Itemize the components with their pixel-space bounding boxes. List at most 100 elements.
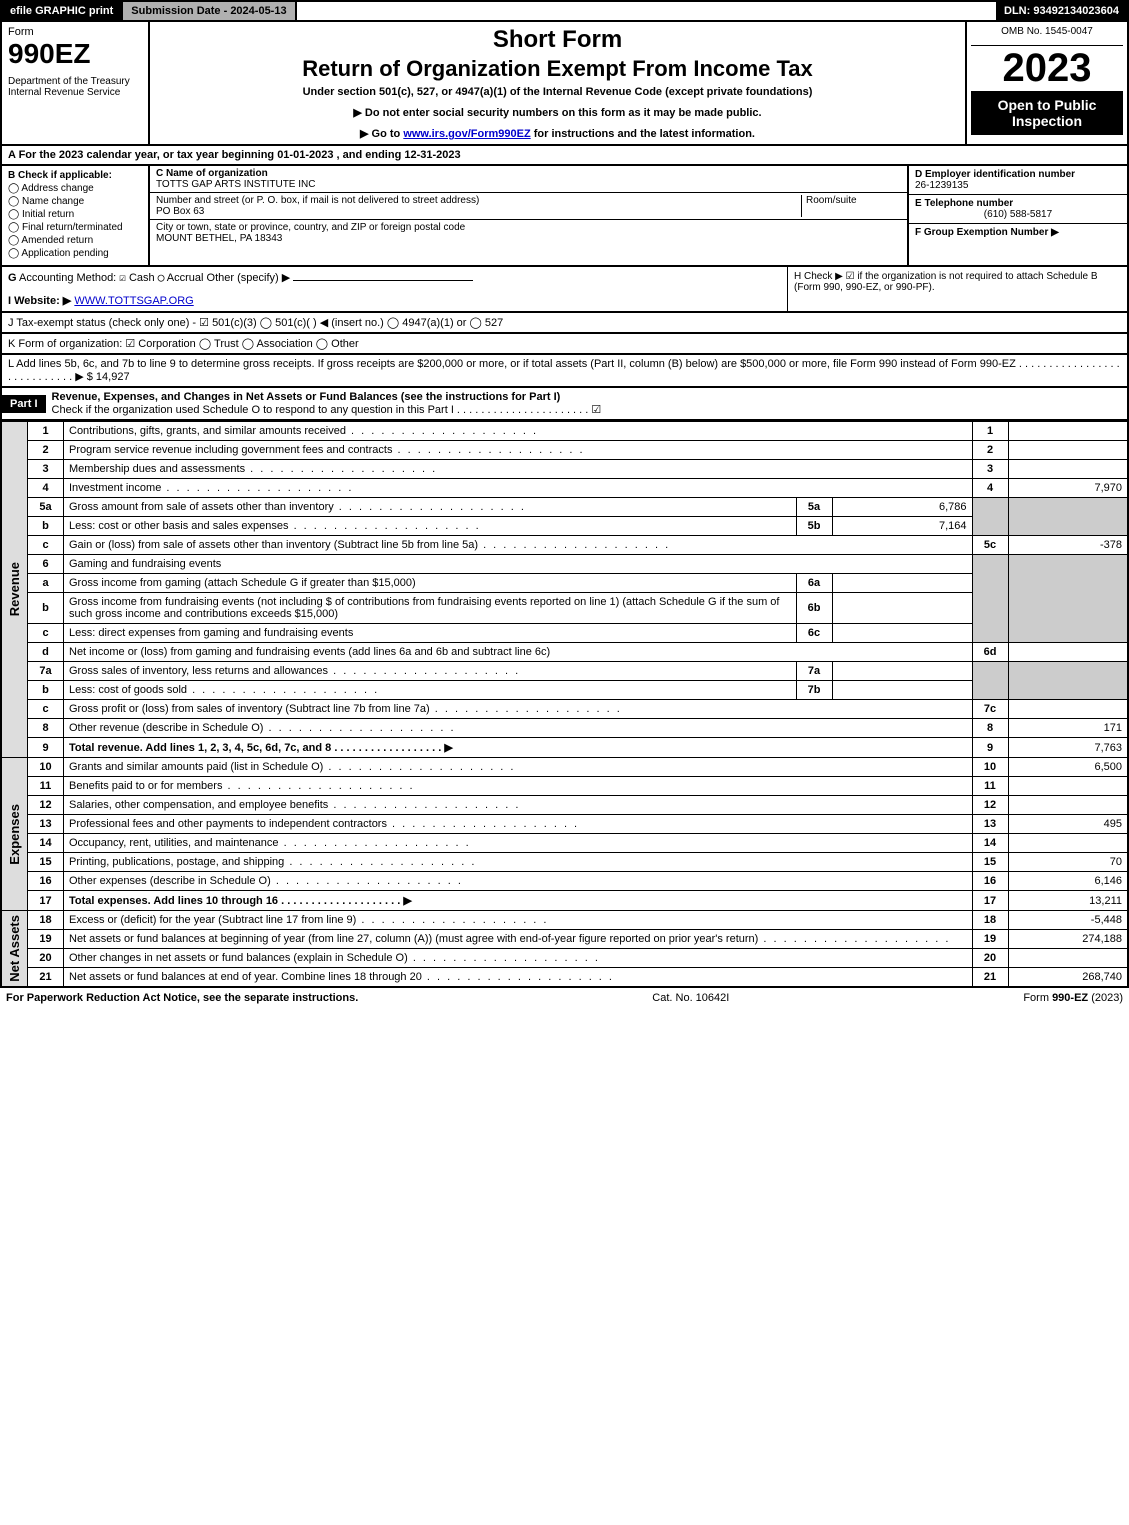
ln14-n: 14 bbox=[28, 834, 64, 853]
submission-date: Submission Date - 2024-05-13 bbox=[123, 2, 296, 20]
ln5b-n: b bbox=[28, 517, 64, 536]
top-bar: efile GRAPHIC print Submission Date - 20… bbox=[0, 0, 1129, 22]
row-j-tax-exempt: J Tax-exempt status (check only one) - ☑… bbox=[0, 313, 1129, 334]
ln9-num: 9 bbox=[972, 738, 1008, 758]
ln11-v bbox=[1008, 777, 1128, 796]
accounting-method: G Accounting Method: ☑ Cash ◯ Accrual Ot… bbox=[2, 267, 787, 311]
efile-label: efile GRAPHIC print bbox=[2, 2, 123, 20]
section-b-to-f: B Check if applicable: ◯ Address change … bbox=[0, 166, 1129, 267]
ln7a-sv bbox=[832, 662, 972, 681]
dln: DLN: 93492134023604 bbox=[996, 2, 1127, 20]
ln6c-d: Less: direct expenses from gaming and fu… bbox=[64, 624, 797, 643]
ln11-d: Benefits paid to or for members bbox=[64, 777, 973, 796]
ln7-valshade bbox=[1008, 662, 1128, 700]
ln16-v: 6,146 bbox=[1008, 872, 1128, 891]
ln14-v bbox=[1008, 834, 1128, 853]
ln5a-sub: 5a bbox=[796, 498, 832, 517]
website-link[interactable]: WWW.TOTTSGAP.ORG bbox=[74, 295, 193, 307]
ln3-d: Membership dues and assessments bbox=[64, 460, 973, 479]
subtitle: Under section 501(c), 527, or 4947(a)(1)… bbox=[158, 86, 957, 98]
ln13-v: 495 bbox=[1008, 815, 1128, 834]
ln12-v bbox=[1008, 796, 1128, 815]
ln4-n: 4 bbox=[28, 479, 64, 498]
group-exemption-cell: F Group Exemption Number ▶ bbox=[909, 224, 1127, 241]
org-name-cell: C Name of organization TOTTS GAP ARTS IN… bbox=[150, 166, 907, 193]
ln6-d: Gaming and fundraising events bbox=[64, 555, 973, 574]
ln4-num: 4 bbox=[972, 479, 1008, 498]
ln17-n: 17 bbox=[28, 891, 64, 911]
ln7b-sv bbox=[832, 681, 972, 700]
ln7c-d: Gross profit or (loss) from sales of inv… bbox=[64, 700, 973, 719]
cb-amended-return[interactable]: ◯ Amended return bbox=[8, 235, 142, 246]
ln8-d: Other revenue (describe in Schedule O) bbox=[64, 719, 973, 738]
ln15-v: 70 bbox=[1008, 853, 1128, 872]
cb-name-change[interactable]: ◯ Name change bbox=[8, 196, 142, 207]
cb-address-change[interactable]: ◯ Address change bbox=[8, 183, 142, 194]
ln7b-d: Less: cost of goods sold bbox=[64, 681, 797, 700]
ln6a-n: a bbox=[28, 574, 64, 593]
col-b-checkboxes: B Check if applicable: ◯ Address change … bbox=[2, 166, 150, 265]
ln2-num: 2 bbox=[972, 441, 1008, 460]
ln6c-sub: 6c bbox=[796, 624, 832, 643]
cb-final-return[interactable]: ◯ Final return/terminated bbox=[8, 222, 142, 233]
ln6-numshade bbox=[972, 555, 1008, 643]
ln3-n: 3 bbox=[28, 460, 64, 479]
ein-cell: D Employer identification number26-12391… bbox=[909, 166, 1127, 195]
footer-mid: Cat. No. 10642I bbox=[652, 992, 729, 1004]
city-cell: City or town, state or province, country… bbox=[150, 220, 907, 246]
col-d-e-f: D Employer identification number26-12391… bbox=[907, 166, 1127, 265]
row-k-form-org: K Form of organization: ☑ Corporation ◯ … bbox=[0, 334, 1129, 355]
tax-year: 2023 bbox=[971, 46, 1123, 91]
cb-initial-return[interactable]: ◯ Initial return bbox=[8, 209, 142, 220]
header-right: OMB No. 1545-0047 2023 Open to Public In… bbox=[967, 22, 1127, 144]
form-word: Form bbox=[8, 26, 142, 38]
ln6a-sv bbox=[832, 574, 972, 593]
ln19-num: 19 bbox=[972, 930, 1008, 949]
ln6d-v bbox=[1008, 643, 1128, 662]
ln6b-d: Gross income from fundraising events (no… bbox=[64, 593, 797, 624]
street: PO Box 63 bbox=[156, 206, 204, 217]
ln5b-sv: 7,164 bbox=[832, 517, 972, 536]
irs-link[interactable]: www.irs.gov/Form990EZ bbox=[403, 128, 530, 140]
form-number: 990EZ bbox=[8, 38, 142, 70]
ln3-v bbox=[1008, 460, 1128, 479]
ln11-n: 11 bbox=[28, 777, 64, 796]
ln9-d: Total revenue. Add lines 1, 2, 3, 4, 5c,… bbox=[64, 738, 973, 758]
ln16-n: 16 bbox=[28, 872, 64, 891]
ln5c-d: Gain or (loss) from sale of assets other… bbox=[64, 536, 973, 555]
side-revenue: Revenue bbox=[1, 422, 28, 758]
ln17-num: 17 bbox=[972, 891, 1008, 911]
open-to-public: Open to Public Inspection bbox=[971, 91, 1123, 135]
ln6b-sv bbox=[832, 593, 972, 624]
street-cell: Number and street (or P. O. box, if mail… bbox=[150, 193, 907, 220]
phone: (610) 588-5817 bbox=[915, 209, 1121, 220]
form-header: Form 990EZ Department of the Treasury In… bbox=[0, 22, 1129, 146]
ln7c-v bbox=[1008, 700, 1128, 719]
col-c-org-info: C Name of organization TOTTS GAP ARTS IN… bbox=[150, 166, 907, 265]
row-g-h: G Accounting Method: ☑ Cash ◯ Accrual Ot… bbox=[0, 267, 1129, 313]
ln5-valshade bbox=[1008, 498, 1128, 536]
ln12-num: 12 bbox=[972, 796, 1008, 815]
ln8-n: 8 bbox=[28, 719, 64, 738]
ln16-d: Other expenses (describe in Schedule O) bbox=[64, 872, 973, 891]
ln5-numshade bbox=[972, 498, 1008, 536]
ln18-d: Excess or (deficit) for the year (Subtra… bbox=[64, 911, 973, 930]
note-link: ▶ Go to www.irs.gov/Form990EZ for instru… bbox=[158, 127, 957, 140]
city: MOUNT BETHEL, PA 18343 bbox=[156, 233, 282, 244]
ln12-n: 12 bbox=[28, 796, 64, 815]
ln20-num: 20 bbox=[972, 949, 1008, 968]
ln17-v: 13,211 bbox=[1008, 891, 1128, 911]
ln13-n: 13 bbox=[28, 815, 64, 834]
org-name: TOTTS GAP ARTS INSTITUTE INC bbox=[156, 179, 315, 190]
dept-label: Department of the Treasury Internal Reve… bbox=[8, 76, 142, 98]
ln10-num: 10 bbox=[972, 758, 1008, 777]
ln7c-num: 7c bbox=[972, 700, 1008, 719]
ln2-d: Program service revenue including govern… bbox=[64, 441, 973, 460]
ln17-d: Total expenses. Add lines 10 through 16 … bbox=[64, 891, 973, 911]
short-form-title: Short Form bbox=[158, 26, 957, 54]
ln7a-sub: 7a bbox=[796, 662, 832, 681]
ln5b-sub: 5b bbox=[796, 517, 832, 536]
ln19-d: Net assets or fund balances at beginning… bbox=[64, 930, 973, 949]
ln7c-n: c bbox=[28, 700, 64, 719]
cb-application-pending[interactable]: ◯ Application pending bbox=[8, 248, 142, 259]
